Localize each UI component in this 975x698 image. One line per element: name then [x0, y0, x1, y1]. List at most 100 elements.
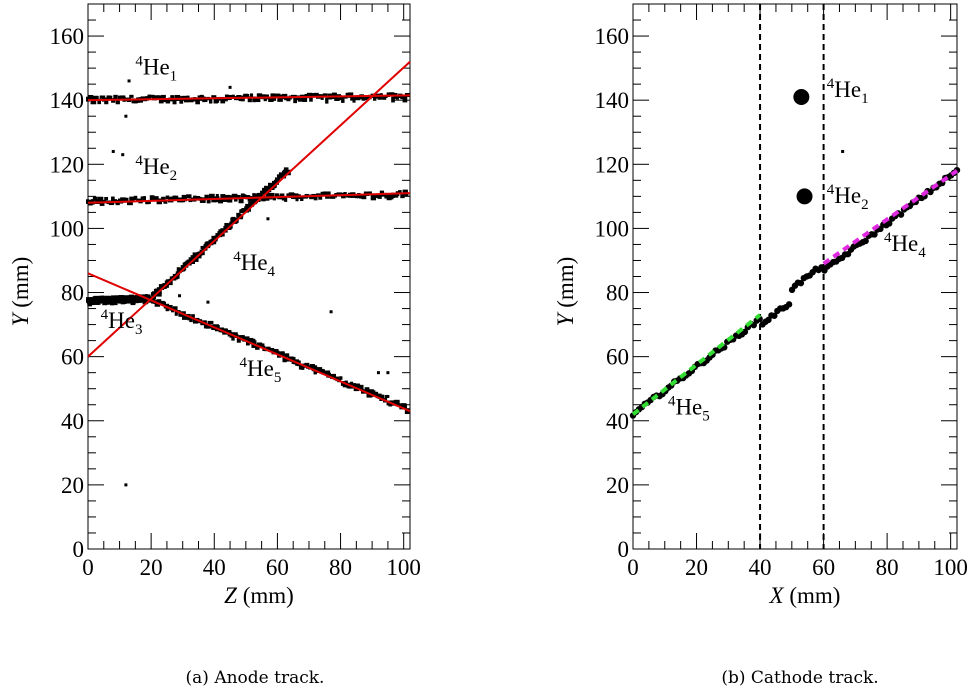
hit-point [302, 97, 308, 102]
y-tick-label: 140 [50, 88, 85, 113]
hit-point [284, 96, 288, 101]
hit-point [111, 196, 115, 203]
hit-point [205, 323, 210, 329]
hit-point [388, 92, 395, 96]
hit-point [395, 95, 400, 100]
hit-point [275, 350, 280, 355]
hit-point [249, 93, 254, 98]
caption-anode: (a) Anode track. [185, 668, 325, 688]
track-label-4He1: 4He1 [827, 76, 869, 107]
x-tick-label: 0 [82, 555, 94, 580]
track-label-4He3: 4He3 [101, 307, 143, 338]
stray-hit [266, 217, 270, 221]
hit-point [381, 394, 385, 400]
hit-point [342, 381, 348, 388]
hit-point [90, 99, 97, 105]
hit-point [400, 194, 405, 199]
hit-point [327, 191, 331, 196]
hit-point [404, 408, 410, 415]
x-tick-label: 20 [685, 555, 708, 580]
hit-point [236, 194, 241, 200]
hit-point [195, 98, 200, 105]
hit-point [229, 195, 234, 200]
hit-point [249, 338, 256, 345]
hit-point [133, 99, 138, 104]
hit-point [115, 98, 120, 105]
hit-point [311, 365, 318, 372]
y-tick-label: 120 [50, 152, 85, 177]
track-label-4He4: 4He4 [884, 230, 926, 261]
hit-point [309, 195, 314, 200]
hit-point [165, 98, 171, 104]
fit-line-4He2 [87, 192, 411, 204]
hit-point [325, 195, 330, 199]
hit-point [204, 97, 208, 102]
hit-point [372, 97, 377, 101]
fit-segment-4He5 [631, 313, 762, 416]
hit-point [161, 94, 166, 100]
hit-point [361, 96, 366, 101]
hit-point [211, 95, 217, 100]
hit-point [272, 97, 277, 101]
track-point [797, 279, 805, 287]
hit-point [260, 343, 265, 348]
hit-point [191, 314, 195, 320]
hit-point [86, 96, 90, 102]
stray-hit [127, 79, 131, 83]
fit-line-4He1 [87, 94, 411, 102]
hit-point [156, 299, 162, 303]
track-point [886, 220, 893, 227]
hit-point [208, 98, 213, 104]
hit-point [183, 195, 187, 202]
hit-point [363, 96, 368, 101]
hit-point [403, 403, 407, 409]
hit-point [322, 191, 328, 197]
stray-hit [140, 297, 144, 301]
hit-point [361, 194, 367, 200]
hit-point [270, 93, 276, 100]
cluster-point-4He2 [796, 188, 813, 205]
hit-point [108, 95, 113, 100]
hit-point [213, 97, 218, 104]
cathode-track-panel: 0 20 40 60 80 100 0 20 40 60 80 100 120 140 160 X (mm) Y… [553, 3, 968, 608]
stray-hit [111, 149, 115, 153]
hit-point [147, 94, 152, 100]
hit-point [269, 347, 275, 353]
hit-point [231, 335, 235, 341]
hit-point [345, 92, 350, 98]
hit-point [222, 97, 228, 102]
hit-point [282, 356, 287, 363]
y-tick-label: 60 [606, 345, 629, 370]
hit-point [395, 401, 399, 407]
hit-point [253, 200, 258, 205]
track-point [771, 312, 778, 319]
hit-point [174, 195, 179, 201]
y-tick-label: 160 [595, 24, 630, 49]
y-tick-label: 120 [595, 152, 630, 177]
hit-point [145, 294, 151, 300]
hit-point [318, 194, 323, 200]
hit-point [97, 196, 104, 203]
plot-frame [632, 3, 958, 550]
hit-point [313, 370, 317, 375]
hit-point [275, 193, 279, 199]
y-tick-label: 100 [50, 216, 85, 241]
hit-point [275, 93, 281, 98]
track-label-4He2: 4He2 [135, 153, 177, 184]
hit-point [172, 99, 177, 105]
hit-point [256, 196, 261, 203]
track-point [897, 211, 905, 218]
hit-point [92, 196, 98, 201]
hit-point [113, 94, 118, 101]
y-tick-label: 160 [50, 24, 85, 49]
hit-point [218, 198, 224, 204]
hit-point [347, 92, 354, 98]
hit-point [86, 199, 90, 204]
hit-point [179, 99, 184, 104]
x-axis-label: Z (mm) [224, 583, 294, 608]
y-tick-label: 20 [61, 473, 84, 498]
hit-point [359, 195, 363, 199]
hit-point [163, 199, 168, 204]
hit-point [204, 194, 209, 200]
hit-point [320, 96, 324, 100]
